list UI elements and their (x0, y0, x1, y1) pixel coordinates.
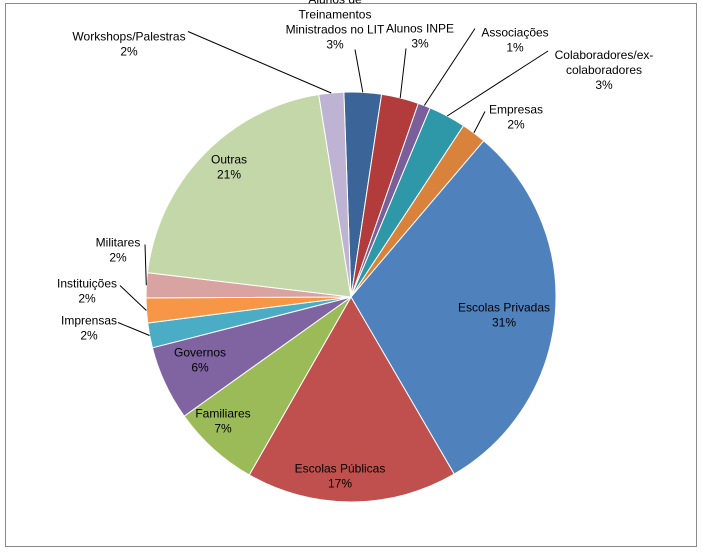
slice-percent: 3% (326, 38, 344, 52)
leader-line-associacoes (423, 28, 476, 106)
slice-name-line: Alunos de (308, 0, 362, 7)
slice-label-colaboradores-ex-colaboradores: Colaboradores/ex-colaboradores 3% (555, 48, 654, 92)
slice-label-governos: Governos 6% (174, 346, 226, 375)
slice-name-line: Workshops/Palestras (72, 30, 185, 44)
slice-label-workshops-palestras: Workshops/Palestras 2% (72, 30, 185, 59)
slice-percent: 31% (492, 316, 516, 330)
slice-percent: 3% (595, 78, 613, 92)
slice-label-alunos-de-treinamentos-ministrados-no-lit: Alunos deTreinamentosMinistrados no LIT3… (286, 0, 385, 52)
slice-percent: 21% (217, 168, 241, 182)
slice-label-outras: Outras 21% (211, 153, 247, 182)
slice-percent: 7% (214, 422, 232, 436)
slice-name-line: Associações (481, 26, 548, 40)
slice-name-line: Outras (211, 153, 247, 167)
leader-line-alunos-de-treinamentos-ministrados-no-lit (354, 49, 364, 93)
slice-label-associacoes: Associações 1% (481, 26, 548, 55)
slice-name-line: colaboradores (566, 63, 642, 77)
slice-name-line: Treinamentos (299, 8, 372, 22)
leader-line-colaboradores-ex-colaboradores (446, 50, 549, 117)
leader-line-alunos-inpe (399, 48, 407, 99)
slice-name-line: Instituições (57, 277, 117, 291)
leader-line-empresas (473, 111, 486, 134)
slice-label-imprensas: Imprensas 2% (61, 314, 117, 343)
slice-percent: 17% (328, 477, 352, 491)
slice-percent: 1% (506, 41, 524, 55)
slice-name-line: Alunos INPE (386, 22, 454, 36)
leader-line-workshops-palestras (187, 31, 332, 94)
pie-slices (145, 91, 557, 503)
leader-lines (117, 28, 549, 336)
pie-slice-escolas-privadas (350, 140, 557, 475)
slice-name-line: Familiares (195, 407, 250, 421)
pie-slice-workshops-palestras (318, 91, 352, 298)
pie-slice-escolas-publicas (248, 296, 455, 503)
slice-label-escolas-privadas: Escolas Privadas 31% (458, 301, 550, 330)
slice-percent: 3% (411, 37, 429, 51)
slice-label-militares: Militares 2% (96, 236, 141, 265)
pie-slice-outras (146, 93, 352, 298)
slice-percent: 6% (191, 361, 209, 375)
slice-name-line: Militares (96, 236, 141, 250)
slice-percent: 2% (120, 45, 138, 59)
slice-percent: 2% (109, 251, 127, 265)
leader-line-instituicoes (119, 285, 147, 311)
slice-label-familiares: Familiares 7% (195, 407, 250, 436)
slice-label-instituicoes: Instituições 2% (57, 277, 117, 306)
leader-line-militares (144, 244, 147, 286)
slice-name-line: Ministrados no LIT (286, 23, 385, 37)
slice-name-line: Empresas (489, 103, 543, 117)
slice-label-alunos-inpe: Alunos INPE 3% (386, 22, 454, 51)
slice-label-empresas: Empresas 2% (489, 103, 543, 132)
slice-name-line: Escolas Privadas (458, 301, 550, 315)
slice-percent: 2% (507, 118, 525, 132)
leader-line-imprensas (117, 322, 150, 336)
slice-name-line: Colaboradores/ex- (555, 48, 654, 62)
slice-name-line: Governos (174, 346, 226, 360)
slice-labels: Alunos deTreinamentosMinistrados no LIT3… (57, 0, 653, 491)
slice-percent: 2% (78, 292, 96, 306)
slice-percent: 2% (80, 329, 98, 343)
slice-name-line: Imprensas (61, 314, 117, 328)
slice-label-escolas-publicas: Escolas Públicas 17% (295, 462, 386, 491)
slice-name-line: Escolas Públicas (295, 462, 386, 476)
